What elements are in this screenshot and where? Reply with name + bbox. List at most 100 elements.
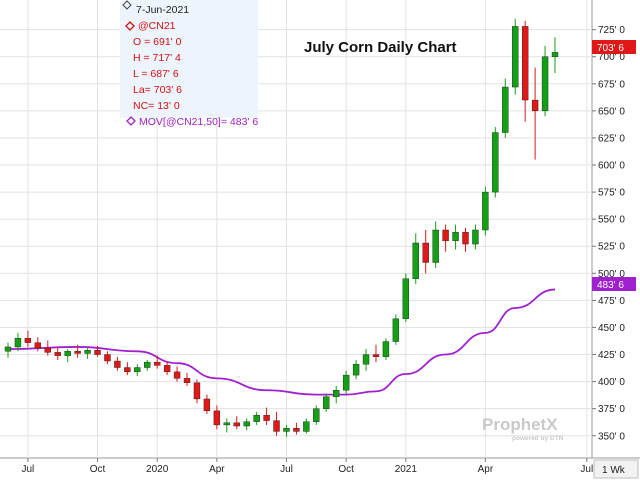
candle-body-down [422,242,429,263]
candle [213,405,221,430]
candle [104,351,111,365]
candle-body-up [362,354,370,365]
candle-body-up [243,421,250,427]
price-tick-label: 700' 0 [598,52,625,63]
candle-body-down [44,347,51,353]
candle-body-up [452,231,459,242]
candle-body-up [342,374,350,391]
legend-symbol-diamond-icon [125,21,135,31]
candle-body-down [104,354,111,362]
candle-body-down [193,382,201,400]
time-tick-label: Jul [580,464,593,475]
candle [531,67,539,160]
candle-body-down [293,427,300,432]
candle-body-up [512,26,519,88]
candle-body-down [34,342,42,349]
candle-body-down [203,398,211,412]
plot-area [0,0,592,458]
time-tick-label: Apr [478,464,494,475]
candle [173,366,181,382]
candle [84,348,91,359]
price-tick-label: 725' 0 [598,25,625,36]
moving-average-label: 483' 6 [597,280,624,291]
price-tick-label: 625' 0 [598,133,625,144]
candle-body-up [144,361,151,368]
watermark-brand: ProphetX [482,415,558,434]
candle [452,224,459,250]
candle-body-up [352,364,360,376]
legend-open: O = 691' 0 [133,36,182,48]
candle [163,362,171,376]
price-tick-label: 425' 0 [598,350,625,361]
legend-low: L = 687' 6 [133,68,179,80]
candle [283,424,290,437]
candle-body-down [233,422,240,427]
candle-body-up [541,56,549,112]
price-tick-label: 450' 0 [598,323,625,334]
candle-body-up [4,346,12,352]
candle [432,221,439,268]
price-axis-ticks: 350' 0 375' 0 400' 0 425' 0 450' 0 475' 0 500'… [592,25,625,442]
candle-body-down [183,378,191,383]
last-price-badge: 703' 6 [592,40,636,54]
candle [472,224,479,250]
candle [193,379,201,404]
candle-body-up [253,414,260,422]
candle [352,359,360,380]
candle [293,422,300,435]
candle-body-up [283,427,290,432]
candle [303,418,310,434]
candle [372,344,380,363]
candle-body-down [114,360,121,368]
candle [114,356,121,371]
candle-body-up [392,318,400,342]
candle [521,20,529,122]
candle-body-up [84,350,91,354]
candle-body-up [551,52,559,57]
moving-average-badge-bg [592,277,636,291]
candle [124,362,131,376]
time-tick-label: Jul [280,464,293,475]
price-tick-label: 475' 0 [598,296,625,307]
candle [362,349,370,371]
candle-body-down [124,367,131,373]
candle [512,18,519,95]
candle [323,393,330,412]
candle [482,186,489,236]
candle [402,273,410,323]
period-selector[interactable]: 1 Wk [593,459,639,479]
candle [541,45,549,117]
legend-net-change: NC= 13' 0 [133,100,180,112]
candle-body-up [482,191,489,231]
candle [203,394,211,415]
candle-body-down [263,414,270,421]
candle [412,233,419,285]
price-tick-label: 375' 0 [598,404,625,415]
candle [34,337,42,352]
last-price-label: 703' 6 [597,43,624,54]
time-tick-label: Oct [338,464,354,475]
candle-body-down [521,26,529,101]
candle [243,418,250,431]
price-tick-label: 575' 0 [598,188,625,199]
candle [382,338,390,360]
prophetx-watermark: ProphetX powered by DTN [482,415,564,442]
candle-body-up [313,408,320,422]
last-price-badge-bg [592,40,636,54]
candle-body-down [462,231,469,245]
legend-moving-average: MOV[@CN21,50]= 483' 6 [139,116,258,128]
legend-high: H = 717' 4 [133,52,181,64]
candle [14,332,22,352]
candle [273,411,280,436]
candle-body-down [163,365,171,373]
candle-body-down [173,371,181,379]
candle-body-up [14,338,22,348]
price-tick-label: 400' 0 [598,377,625,388]
price-tick-label: 675' 0 [598,79,625,90]
candle-body-down [273,420,280,432]
period-button[interactable] [593,459,639,479]
candle [551,37,559,73]
candle [44,340,51,356]
period-button-label: 1 Wk [602,465,626,476]
